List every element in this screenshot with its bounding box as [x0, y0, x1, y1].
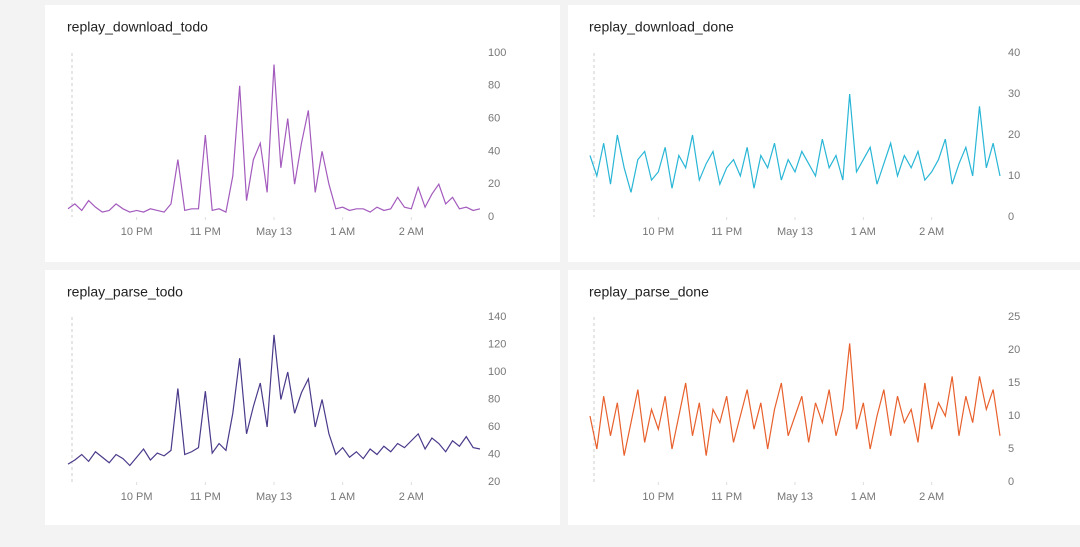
- y-tick-label: 140: [488, 311, 506, 323]
- series-line: [67, 334, 481, 467]
- series-line: [67, 64, 481, 213]
- x-tick-label: 10 PM: [121, 226, 153, 238]
- y-tick-label: 30: [1008, 88, 1020, 100]
- y-tick-label: 60: [488, 421, 500, 433]
- x-tick-label: 1 AM: [851, 226, 876, 238]
- y-tick-label: 15: [1008, 377, 1020, 389]
- chart-title: replay_download_todo: [67, 19, 208, 35]
- y-tick-label: 100: [488, 366, 506, 378]
- x-tick-label: 2 AM: [919, 226, 944, 238]
- x-tick-label: May 13: [777, 491, 813, 503]
- y-tick-label: 60: [488, 113, 500, 125]
- panel: [45, 270, 560, 525]
- y-tick-label: 0: [1008, 476, 1014, 488]
- y-tick-label: 5: [1008, 443, 1014, 455]
- y-tick-label: 25: [1008, 311, 1020, 323]
- x-tick-label: 2 AM: [399, 491, 424, 503]
- y-tick-label: 20: [1008, 344, 1020, 356]
- x-tick-label: 1 AM: [851, 491, 876, 503]
- x-tick-label: 2 AM: [399, 226, 424, 238]
- x-tick-label: May 13: [256, 491, 292, 503]
- x-tick-label: 10 PM: [642, 491, 674, 503]
- x-tick-label: 2 AM: [919, 491, 944, 503]
- y-tick-label: 10: [1008, 170, 1020, 182]
- y-tick-label: 120: [488, 338, 506, 350]
- x-tick-label: May 13: [256, 226, 292, 238]
- y-tick-label: 40: [488, 448, 500, 460]
- y-tick-label: 40: [488, 145, 500, 157]
- panel: [45, 5, 560, 262]
- y-tick-label: 40: [1008, 47, 1020, 59]
- x-tick-label: 10 PM: [642, 226, 674, 238]
- panel: [568, 270, 1080, 525]
- x-tick-label: 11 PM: [711, 226, 742, 238]
- x-tick-label: 11 PM: [190, 491, 221, 503]
- series-line: [589, 343, 1001, 456]
- y-tick-label: 100: [488, 47, 506, 59]
- chart-title: replay_parse_done: [589, 284, 709, 300]
- y-tick-label: 20: [488, 178, 500, 190]
- y-tick-label: 20: [488, 476, 500, 488]
- y-tick-label: 0: [1008, 211, 1014, 223]
- y-tick-label: 10: [1008, 410, 1020, 422]
- x-tick-label: 11 PM: [711, 491, 742, 503]
- chart-title: replay_download_done: [589, 19, 734, 35]
- y-tick-label: 20: [1008, 129, 1020, 141]
- x-tick-label: 1 AM: [330, 491, 355, 503]
- series-line: [589, 93, 1001, 193]
- panel: [568, 5, 1080, 262]
- x-tick-label: May 13: [777, 226, 813, 238]
- x-tick-label: 11 PM: [190, 226, 221, 238]
- y-tick-label: 80: [488, 80, 500, 92]
- y-tick-label: 0: [488, 211, 494, 223]
- chart-title: replay_parse_todo: [67, 284, 183, 300]
- y-tick-label: 80: [488, 393, 500, 405]
- x-tick-label: 10 PM: [121, 491, 153, 503]
- x-tick-label: 1 AM: [330, 226, 355, 238]
